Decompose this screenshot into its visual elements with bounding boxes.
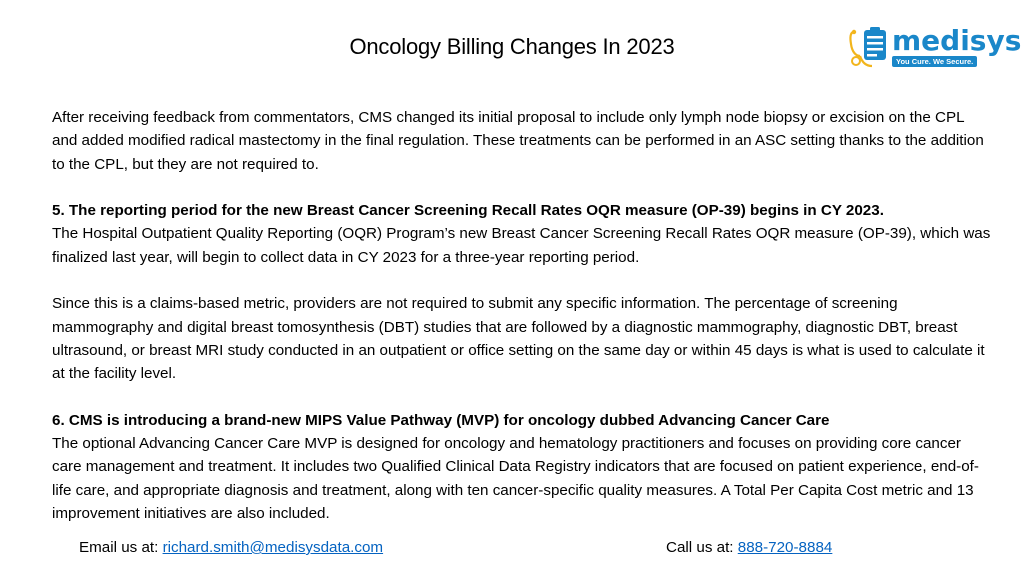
heading-section-5: 5. The reporting period for the new Brea… <box>52 202 884 220</box>
email-label: Email us at: <box>79 539 163 556</box>
logo-tagline: You Cure. We Secure. <box>892 56 978 67</box>
paragraph-cpl-changes: After receiving feedback from commentato… <box>52 109 984 173</box>
email-link[interactable]: richard.smith@medisysdata.com <box>162 539 384 556</box>
heading-section-6: 6. CMS is introducing a brand-new MIPS V… <box>52 411 830 429</box>
phone-label: Call us at: <box>666 539 738 556</box>
logo-wordmark: medisys <box>892 24 1022 57</box>
body-text: After receiving feedback from commentato… <box>52 106 992 525</box>
page-title: Oncology Billing Changes In 2023 <box>349 34 675 59</box>
stethoscope-clipboard-icon <box>849 27 886 68</box>
footer-email: Email us at: richard.smith@medisysdata.c… <box>79 539 383 556</box>
medisys-logo: medisys You Cure. We Secure. <box>848 22 1022 72</box>
paragraph-oqr-program: The Hospital Outpatient Quality Reportin… <box>52 225 991 266</box>
paragraph-claims-metric: Since this is a claims-based metric, pro… <box>52 295 985 383</box>
paragraph-mvp-details: The optional Advancing Cancer Care MVP i… <box>52 435 979 523</box>
footer-phone: Call us at: 888-720-8884 <box>666 539 832 556</box>
phone-link[interactable]: 888-720-8884 <box>737 539 833 556</box>
